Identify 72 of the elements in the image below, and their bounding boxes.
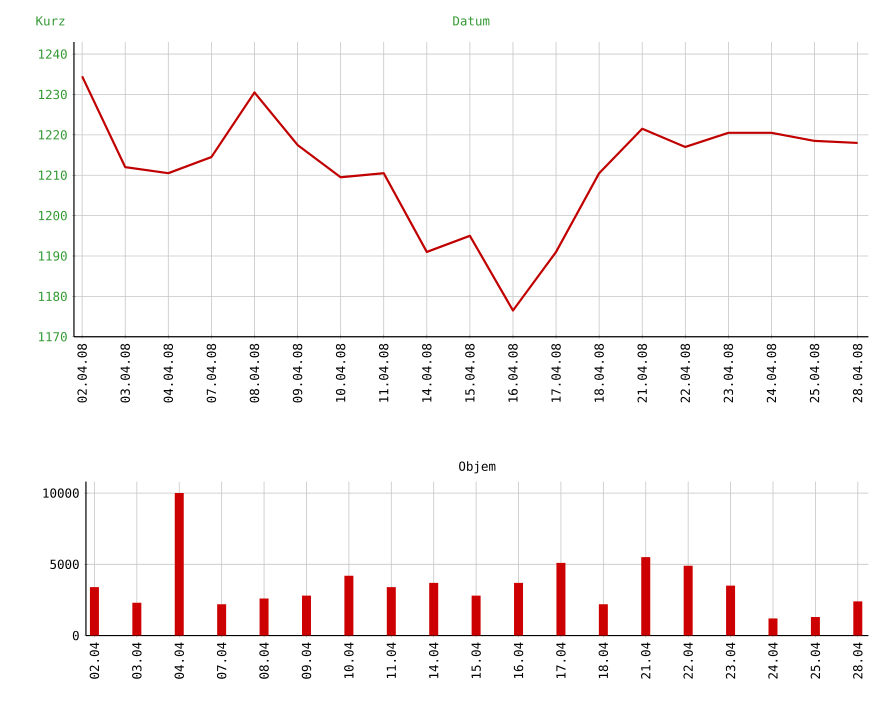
x-tick-label: 14.04 <box>428 642 438 678</box>
x-tick-label: 08.04 <box>259 642 269 679</box>
bar <box>302 596 311 636</box>
chart-title: Objem <box>459 461 496 474</box>
bar <box>217 604 226 636</box>
x-tick-label: 23.04 <box>726 642 736 679</box>
x-tick-label: 22.04.08 <box>680 344 690 403</box>
y-axis-title: Kurz <box>36 16 64 26</box>
x-tick-label: 09.04 <box>302 642 312 679</box>
x-tick-label: 21.04 <box>641 642 650 679</box>
x-tick-label: 18.04 <box>598 642 608 678</box>
x-tick-label: 14.04.08 <box>422 344 432 402</box>
x-tick-label: 10.04.08 <box>336 344 346 402</box>
bar <box>429 583 438 636</box>
y-tick-label: 0 <box>72 631 79 641</box>
x-tick-label: 15.04 <box>471 642 481 678</box>
y-tick-label: 1200 <box>39 211 67 221</box>
bar <box>174 493 184 636</box>
x-tick-label: 23.04.08 <box>724 344 734 403</box>
x-axis-title: Datum <box>453 16 490 26</box>
y-tick-label: 10000 <box>43 488 79 498</box>
line-series <box>81 75 859 312</box>
x-tick-label: 02.04.08 <box>77 344 87 403</box>
x-tick-label: 02.04 <box>90 642 100 679</box>
bar <box>768 618 778 636</box>
x-tick-label: 04.04.08 <box>164 344 174 403</box>
bar <box>344 576 354 636</box>
x-tick-label: 09.04.08 <box>292 344 302 403</box>
x-tick-label: 24.04 <box>768 642 778 679</box>
y-tick-label: 1180 <box>39 292 67 302</box>
bar <box>260 598 269 636</box>
x-tick-label: 28.04 <box>853 642 863 679</box>
bar <box>810 617 820 636</box>
y-tick-label: 1230 <box>39 90 67 100</box>
x-tick-label: 08.04.08 <box>250 344 260 403</box>
y-tick-label: 1190 <box>39 252 67 261</box>
x-tick-label: 07.04.08 <box>206 344 216 403</box>
y-tick-label: 1240 <box>39 50 67 60</box>
bar <box>132 603 142 636</box>
x-tick-label: 25.04 <box>810 642 820 679</box>
x-tick-label: 03.04 <box>132 642 142 679</box>
x-tick-label: 03.04.08 <box>120 344 130 403</box>
bar <box>472 596 481 636</box>
y-tick-label: 5000 <box>50 560 79 570</box>
x-tick-label: 11.04 <box>386 642 396 678</box>
y-tick-label: 1220 <box>39 130 67 140</box>
x-tick-label: 17.04 <box>556 642 566 678</box>
bar <box>684 566 693 636</box>
bar <box>598 604 608 636</box>
x-tick-label: 28.04.08 <box>852 344 862 403</box>
y-tick-label: 1170 <box>39 332 67 342</box>
x-tick-label: 15.04.08 <box>465 344 475 402</box>
x-tick-label: 17.04.08 <box>551 344 561 402</box>
x-tick-label: 10.04 <box>344 642 354 678</box>
x-tick-label: 16.04.08 <box>508 344 518 402</box>
x-tick-label: 16.04 <box>514 642 524 678</box>
x-tick-label: 18.04.08 <box>594 344 604 402</box>
x-tick-label: 24.04.08 <box>766 344 776 403</box>
bar <box>386 587 396 636</box>
x-tick-label: 25.04.08 <box>810 344 820 403</box>
x-tick-label: 04.04 <box>174 642 184 679</box>
x-tick-label: 11.04.08 <box>378 344 388 402</box>
bar <box>90 587 99 636</box>
bar <box>556 563 566 636</box>
x-tick-label: 21.04.08 <box>637 344 647 403</box>
bar <box>853 602 862 636</box>
y-tick-label: 1210 <box>39 170 67 180</box>
x-tick-label: 22.04 <box>683 642 693 679</box>
bar <box>726 586 736 636</box>
bar <box>514 583 524 636</box>
x-tick-label: 07.04 <box>216 642 226 679</box>
bar <box>641 557 650 636</box>
